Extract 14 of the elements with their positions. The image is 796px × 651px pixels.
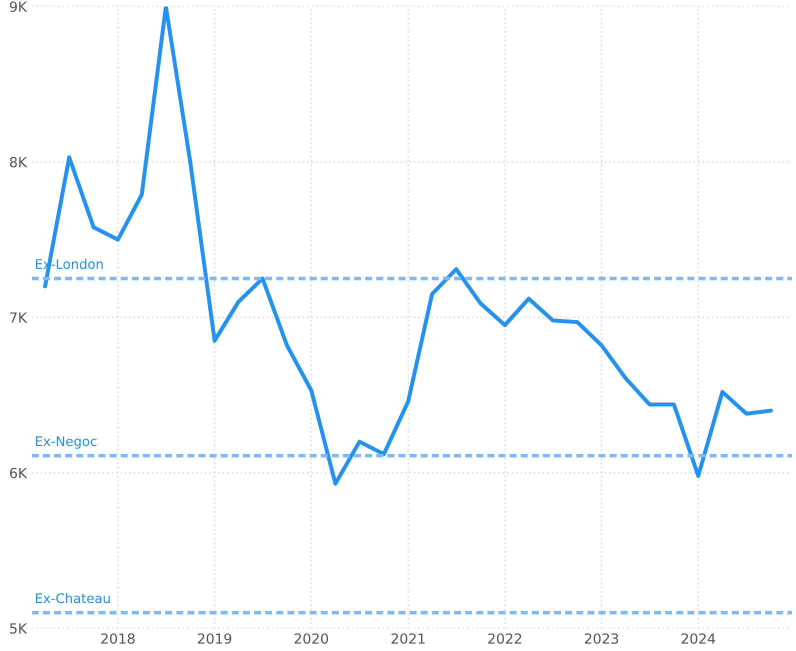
y-tick-label: 7K xyxy=(10,312,28,323)
x-tick-label: 2022 xyxy=(488,633,522,644)
y-tick-label: 8K xyxy=(10,156,28,168)
x-tick-label: 2018 xyxy=(101,633,135,644)
ref-line-label: Ex-Negoc xyxy=(36,436,96,449)
x-tick-label: 2019 xyxy=(198,633,232,644)
y-tick-label: 5K xyxy=(10,623,28,634)
y-tick-label: 9K xyxy=(10,1,28,12)
y-tick-label: 6K xyxy=(10,468,28,478)
x-tick-label: 2024 xyxy=(682,633,716,644)
ref-line-label: Ex-Chateau xyxy=(36,592,110,604)
x-tick-label: 2023 xyxy=(584,633,618,644)
x-tick-label: 2021 xyxy=(392,633,425,644)
x-tick-label: 2020 xyxy=(294,633,328,644)
